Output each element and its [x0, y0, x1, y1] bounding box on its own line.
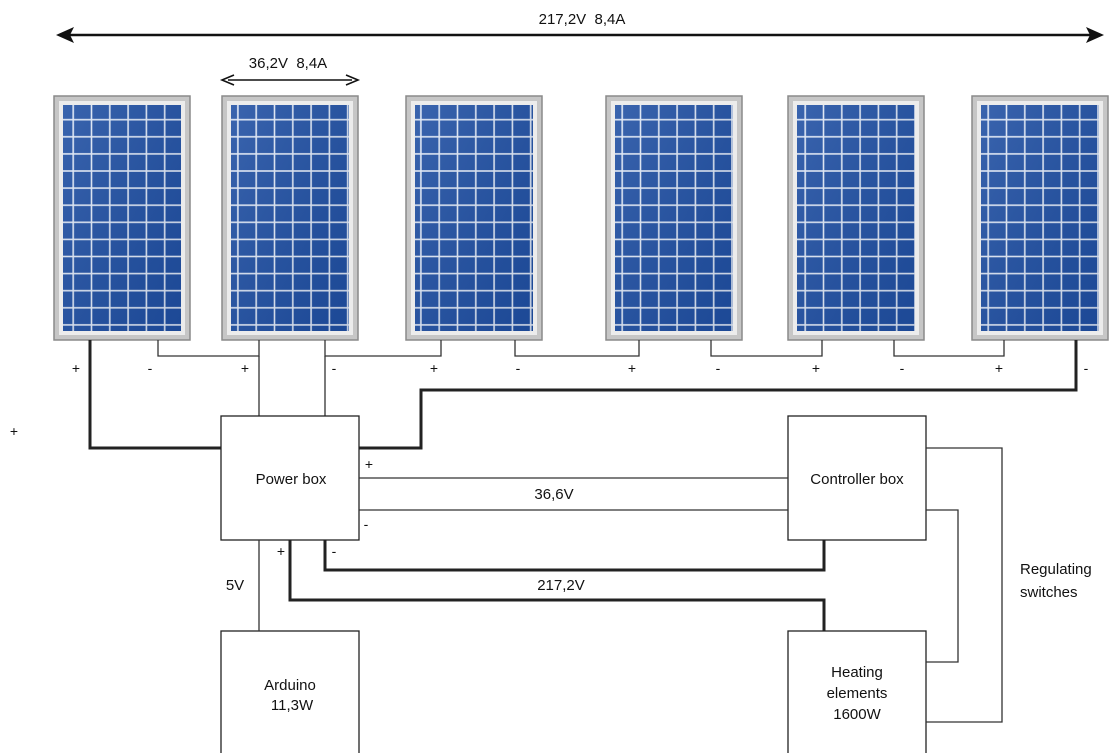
regulating-label-line1: Regulating — [1020, 561, 1092, 578]
controller-box: Controller box — [787, 415, 927, 541]
solar-panel-6 — [971, 95, 1109, 341]
control-supply-wires — [359, 477, 788, 511]
terminal-sign: + — [241, 360, 249, 376]
power-box: Power box — [220, 415, 360, 541]
arduino-power-label: 11,3W — [271, 697, 314, 714]
panel-dimension-label: 36,2V 8,4A — [249, 55, 327, 72]
stray-plus-sign: + — [10, 423, 18, 439]
terminal-sign: - — [332, 360, 337, 376]
terminal-sign: + — [812, 360, 820, 376]
heating-label-line1: Heating — [831, 664, 883, 681]
controller-box-label: Controller box — [810, 471, 904, 488]
powerbox-bottom-minus: - — [332, 543, 337, 559]
terminal-sign: + — [430, 360, 438, 376]
panel-dimension-arrow — [219, 74, 361, 86]
terminal-sign: + — [995, 360, 1003, 376]
main-power-wires — [288, 540, 826, 631]
powerbox-plus-terminal: + — [365, 456, 373, 472]
arduino-box: Arduino 11,3W — [220, 630, 360, 753]
terminal-sign: + — [72, 360, 80, 376]
solar-panel-2 — [221, 95, 359, 341]
power-box-label: Power box — [256, 471, 327, 488]
solar-panel-3 — [405, 95, 543, 341]
solar-panel-5 — [787, 95, 925, 341]
heating-label-line2: elements — [827, 685, 888, 702]
array-main-wires — [88, 340, 1078, 450]
total-dimension-arrow — [56, 27, 1104, 43]
panel-terminal-signs: + - + - + - + - + - + - — [72, 360, 1089, 376]
solar-panel-1 — [53, 95, 191, 341]
powerbox-minus-terminal: - — [364, 516, 369, 532]
total-dimension-label: 217,2V 8,4A — [539, 11, 626, 28]
terminal-sign: - — [900, 360, 905, 376]
regulating-label-line2: switches — [1020, 584, 1078, 601]
terminal-sign: - — [516, 360, 521, 376]
main-voltage-label: 217,2V — [537, 577, 585, 594]
terminal-sign: - — [716, 360, 721, 376]
arduino-label: Arduino — [264, 677, 316, 694]
control-voltage-label: 36,6V — [534, 486, 573, 503]
terminal-sign: - — [148, 360, 153, 376]
panel2-to-powerbox-wires — [258, 356, 326, 416]
heating-elements-box: Heating elements 1600W — [787, 630, 927, 753]
series-links — [157, 340, 1005, 357]
solar-panel-4 — [605, 95, 743, 341]
arduino-voltage-label: 5V — [226, 577, 244, 594]
terminal-sign: + — [628, 360, 636, 376]
heating-label-line3: 1600W — [833, 706, 881, 723]
powerbox-bottom-plus: + — [277, 543, 285, 559]
regulating-switch-wires — [926, 447, 1003, 723]
terminal-sign: - — [1084, 360, 1089, 376]
